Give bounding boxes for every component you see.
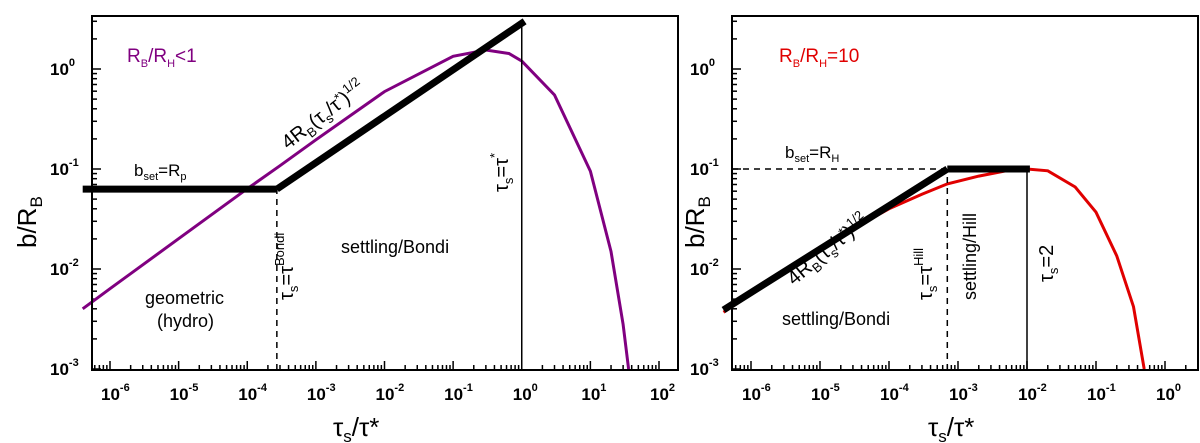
- x-tick-label: 102: [650, 382, 675, 404]
- x-tick-label: 10-2: [376, 382, 405, 404]
- x-tick-label: 100: [513, 382, 538, 404]
- left-regime-geometric: geometric: [145, 288, 224, 308]
- right-frame: [731, 15, 1199, 371]
- x-tick-label: 101: [581, 382, 606, 404]
- x-tick-label: 10-1: [1087, 382, 1116, 404]
- right-panel: 10-6 10-5 10-4 10-3 10-2 10-1 100 10-3 10-2 10-1…: [680, 15, 1199, 443]
- right-y-tick-labels: 10-3 10-2 10-1 100: [690, 57, 719, 379]
- right-bset-label: bset=RH: [785, 143, 839, 165]
- left-panel: 10-6 10-5 10-4 10-3 10-2 10-1 100 101 102 10-310…: [12, 15, 679, 443]
- x-tick-label: 10-5: [170, 382, 199, 404]
- right-tau-2-label: τs=2: [1036, 245, 1061, 282]
- x-tick-label: 10-1: [444, 382, 473, 404]
- y-tick-label: 10-3: [50, 357, 79, 379]
- right-regime-settling-bondi: settling/Bondi: [782, 309, 890, 329]
- left-bset-label: bset=Rp: [134, 161, 187, 183]
- right-slope-label: 4RB(τs/τ*)1/2: [781, 207, 875, 292]
- y-tick-label: 100: [50, 57, 75, 79]
- left-asymptote-slope: [274, 18, 527, 192]
- left-regime-hydro: (hydro): [157, 311, 214, 331]
- y-tick-label: 10-1: [690, 157, 719, 179]
- x-tick-label: 100: [1156, 382, 1181, 404]
- x-tick-label: 10-4: [238, 382, 268, 404]
- x-tick-label: 10-3: [949, 382, 978, 404]
- x-tick-label: 10-6: [101, 382, 130, 404]
- x-tick-label: 10-3: [307, 382, 336, 404]
- right-tau-hill-label: τs=τHill: [911, 248, 940, 300]
- right-x-axis-title: τs/τ*: [928, 412, 974, 443]
- left-slope-label: 4RB(τs/τ*)1/2: [276, 74, 371, 157]
- left-legend: RB/RH<1: [127, 46, 197, 70]
- x-tick-label: 10-6: [742, 382, 771, 404]
- left-regime-settling: settling/Bondi: [341, 237, 449, 257]
- left-y-axis-title: b/RB: [12, 196, 46, 248]
- x-tick-label: 10-2: [1018, 382, 1047, 404]
- right-x-tick-labels: 10-6 10-5 10-4 10-3 10-2 10-1 100: [742, 382, 1181, 404]
- right-legend: RB/RH=10: [779, 46, 859, 70]
- left-frame: [91, 15, 679, 371]
- y-tick-label: 10-1: [50, 157, 79, 179]
- x-tick-label: 10-5: [811, 382, 840, 404]
- right-regime-settling-hill: settling/Hill: [960, 213, 980, 300]
- y-tick-label: 10-2: [690, 257, 719, 279]
- right-asymptote-slope: [721, 166, 950, 313]
- left-y-tick-labels: 10-3 10-2 10-1 100: [50, 57, 79, 379]
- y-tick-label: 10-3: [690, 357, 719, 379]
- left-tau-star-label: τs=τ*: [487, 153, 516, 192]
- left-x-axis-title: τs/τ*: [333, 412, 379, 443]
- left-curve: [81, 48, 631, 370]
- left-x-tick-labels: 10-6 10-5 10-4 10-3 10-2 10-1 100 101 102: [101, 382, 675, 404]
- left-tau-bondi-label: τs=τBondi: [272, 233, 301, 300]
- y-tick-label: 10-2: [50, 257, 79, 279]
- right-y-axis-title: b/RB: [680, 196, 714, 248]
- y-tick-label: 100: [690, 57, 715, 79]
- x-tick-label: 10-4: [880, 382, 910, 404]
